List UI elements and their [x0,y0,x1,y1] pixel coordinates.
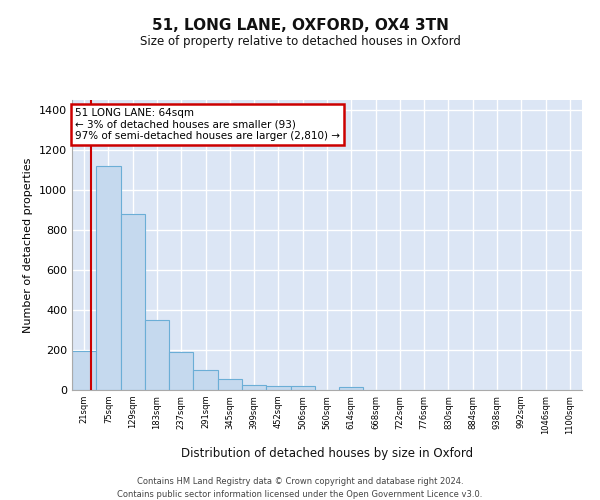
Bar [242,385,266,390]
Bar [339,387,364,390]
Bar [193,370,218,390]
Text: 51 LONG LANE: 64sqm
← 3% of detached houses are smaller (93)
97% of semi-detache: 51 LONG LANE: 64sqm ← 3% of detached hou… [75,108,340,141]
Text: Contains HM Land Registry data © Crown copyright and database right 2024.: Contains HM Land Registry data © Crown c… [137,478,463,486]
Text: Contains public sector information licensed under the Open Government Licence v3: Contains public sector information licen… [118,490,482,499]
Bar [96,166,121,390]
Bar [218,379,242,390]
Y-axis label: Number of detached properties: Number of detached properties [23,158,34,332]
Bar [169,352,193,390]
Text: Size of property relative to detached houses in Oxford: Size of property relative to detached ho… [140,35,460,48]
Text: Distribution of detached houses by size in Oxford: Distribution of detached houses by size … [181,448,473,460]
Bar [290,386,315,390]
Bar [121,214,145,390]
Text: 51, LONG LANE, OXFORD, OX4 3TN: 51, LONG LANE, OXFORD, OX4 3TN [152,18,448,32]
Bar [72,350,96,390]
Bar [145,320,169,390]
Bar [266,386,290,390]
